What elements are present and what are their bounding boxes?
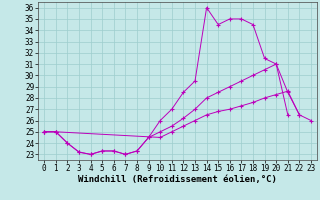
X-axis label: Windchill (Refroidissement éolien,°C): Windchill (Refroidissement éolien,°C) (78, 175, 277, 184)
